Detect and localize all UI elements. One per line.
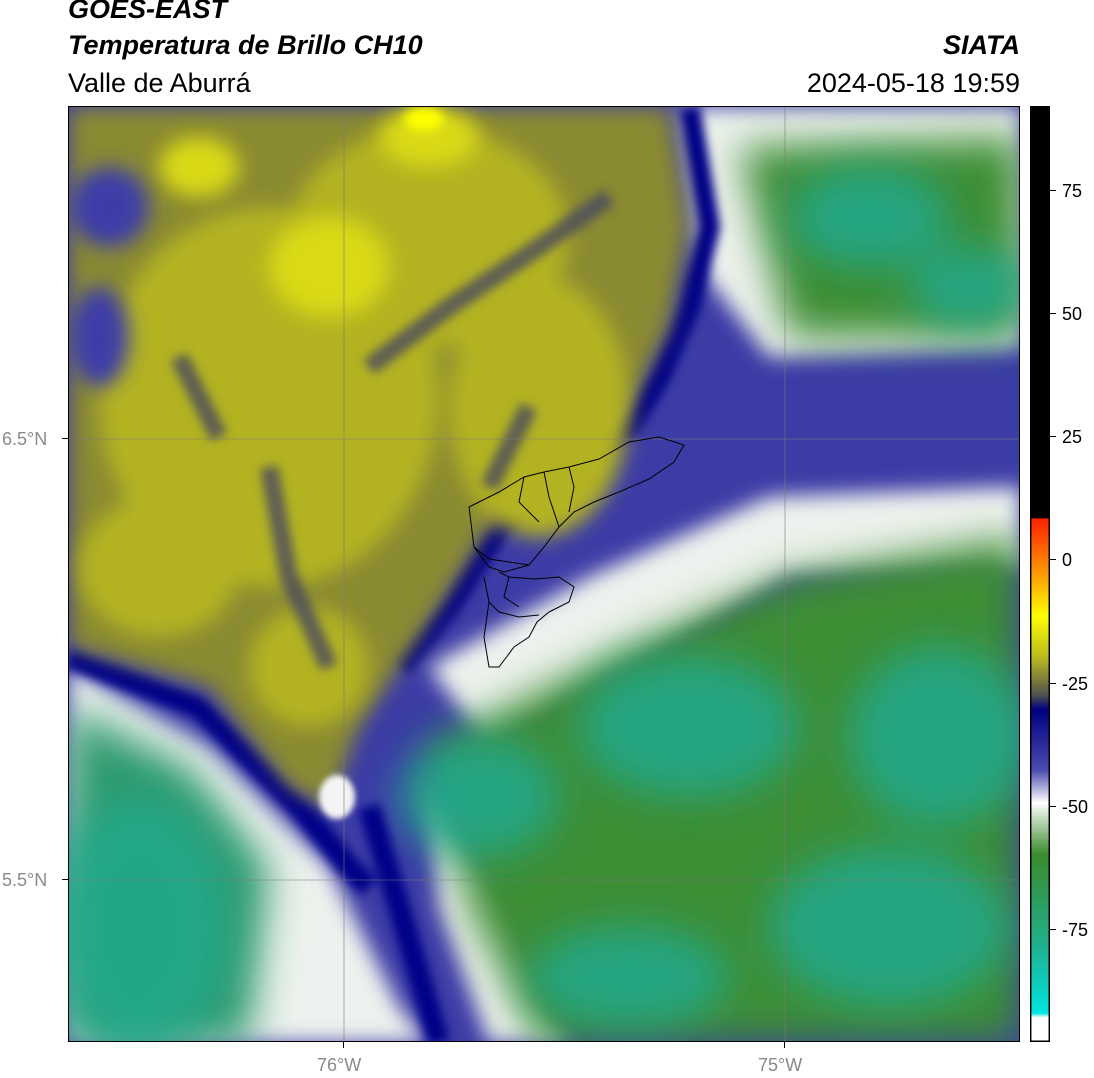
colorbar-tick xyxy=(1050,436,1056,437)
colorbar-tick xyxy=(1050,190,1056,191)
colorbar-tick-label: -25 xyxy=(1062,674,1089,694)
colorbar-tick xyxy=(1050,313,1056,314)
lat-tick xyxy=(62,438,68,439)
lat-label: 5.5°N xyxy=(2,870,48,890)
lon-label: 75°W xyxy=(758,1055,803,1075)
satellite-map[interactable] xyxy=(68,106,1020,1042)
colorbar-tick-label: 0 xyxy=(1062,550,1073,570)
organization-label: SIATA xyxy=(943,30,1020,60)
colorbar-tick xyxy=(1050,559,1056,560)
brightness-temperature-field xyxy=(69,107,1019,1041)
region-subtitle: Valle de Aburrá xyxy=(68,68,251,98)
satellite-title: GOES-EAST xyxy=(68,0,228,24)
timestamp-label: 2024-05-18 19:59 xyxy=(806,68,1020,98)
lon-label: 76°W xyxy=(317,1055,362,1075)
lon-tick xyxy=(343,1042,344,1048)
colorbar-tick xyxy=(1050,929,1056,930)
colorbar-tick-label: 75 xyxy=(1062,181,1083,201)
lat-tick xyxy=(62,879,68,880)
colorbar-tick-label: 50 xyxy=(1062,304,1083,324)
colorbar-tick xyxy=(1050,683,1056,684)
product-title: Temperatura de Brillo CH10 xyxy=(68,30,423,60)
map-gridlines xyxy=(69,107,1019,1041)
lat-label: 6.5°N xyxy=(2,429,48,449)
lon-tick xyxy=(784,1042,785,1048)
temperature-colorbar xyxy=(1030,106,1050,1042)
colorbar-tick-label: 25 xyxy=(1062,427,1083,447)
municipality-boundaries xyxy=(468,436,685,668)
colorbar-tick-label: -50 xyxy=(1062,797,1089,817)
colorbar-tick xyxy=(1050,806,1056,807)
colorbar-tick-label: -75 xyxy=(1062,920,1089,940)
